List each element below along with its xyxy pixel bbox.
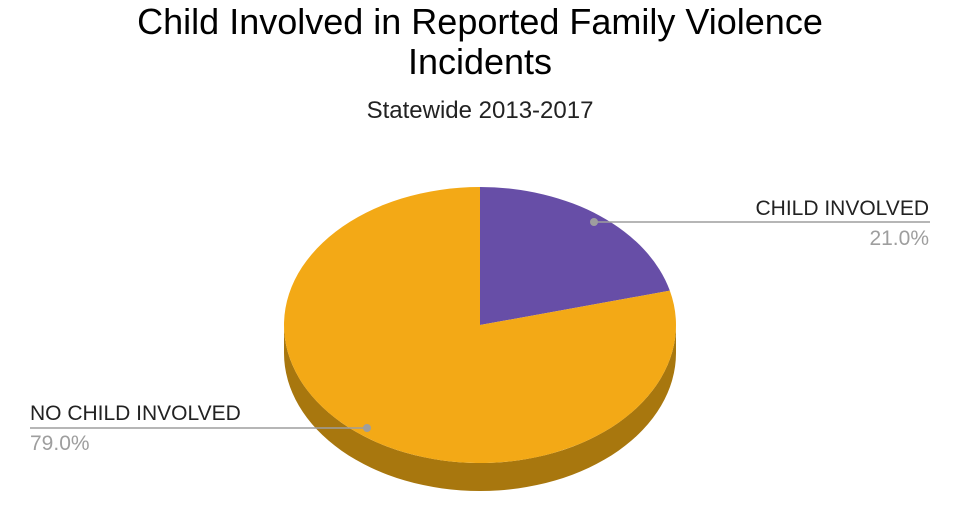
chart-title-line-2: Incidents xyxy=(408,41,552,82)
leader-dot-child-involved xyxy=(590,218,598,226)
pie-slice-0 xyxy=(480,187,670,325)
chart-title-line-1: Child Involved in Reported Family Violen… xyxy=(137,1,823,42)
slice-value-child-involved: 21.0% xyxy=(869,227,929,250)
pie-group xyxy=(284,187,676,491)
slice-value-no-child-involved: 79.0% xyxy=(30,432,90,455)
leader-dot-no-child-involved xyxy=(363,424,371,432)
chart-subtitle: Statewide 2013-2017 xyxy=(367,97,594,124)
slice-label-child-involved: CHILD INVOLVED xyxy=(756,197,930,220)
pie-side-1 xyxy=(284,325,676,491)
pie-slice-1 xyxy=(284,187,676,463)
slice-label-no-child-involved: NO CHILD INVOLVED xyxy=(30,402,241,425)
